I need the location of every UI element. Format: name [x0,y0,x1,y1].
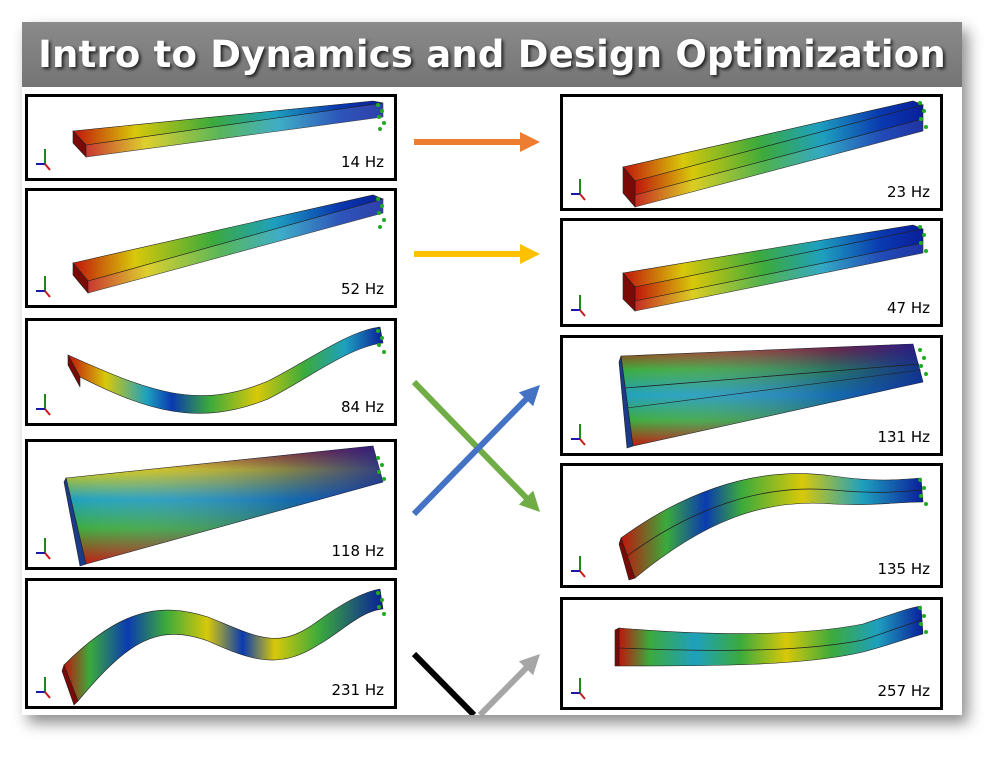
beam-contour-plot [618,473,928,581]
coordinate-triad-icon [36,276,51,298]
coordinate-triad-icon [571,179,586,201]
mode-mapping-arrow [411,385,540,517]
mode-mapping-arrow [411,651,477,715]
mode-panel-left-1: 14 Hz [25,94,397,181]
mode-panel-left-2: 52 Hz [25,188,397,308]
mode-mapping-arrow [411,379,540,512]
fixed-support-icon [376,103,386,131]
mode-panel-left-5: 231 Hz [25,578,397,709]
mode-frequency-label: 135 Hz [877,560,930,578]
coordinate-triad-icon [571,424,586,446]
coordinate-triad-icon [571,556,586,578]
mode-frequency-label: 231 Hz [331,681,384,699]
mode-frequency-label: 52 Hz [340,280,384,298]
beam-contour-plot [63,445,386,567]
coordinate-triad-icon [36,394,51,416]
beam-contour-plot [72,194,386,294]
mode-mapping-arrows [411,132,540,715]
mode-mapping-arrow [414,132,540,152]
beam-contour-plot [622,100,928,208]
mode-panel-right-3: 131 Hz [560,335,943,456]
coordinate-triad-icon [36,538,51,560]
mode-frequency-label: 14 Hz [340,153,384,171]
mode-mapping-arrow [414,244,540,264]
mode-panel-right-4: 135 Hz [560,463,943,588]
mode-frequency-label: 257 Hz [877,682,930,700]
mode-panel-left-3: 84 Hz [25,318,397,426]
mode-frequency-label: 23 Hz [886,183,930,201]
beam-contour-plot [61,588,386,706]
mode-frequency-label: 84 Hz [340,398,384,416]
mode-frequency-label: 47 Hz [886,299,930,317]
title-bar: Intro to Dynamics and Design Optimizatio… [22,22,962,87]
beam-contour-plot [72,100,386,158]
mode-panel-right-5: 257 Hz [560,597,943,710]
coordinate-triad-icon [36,677,51,699]
mode-panel-left-4: 118 Hz [25,439,397,570]
mode-frequency-label: 131 Hz [877,428,930,446]
beam-contour-plot [618,343,928,449]
slide: Intro to Dynamics and Design Optimizatio… [22,22,962,715]
coordinate-triad-icon [36,149,51,171]
mode-panel-right-1: 23 Hz [560,94,943,211]
coordinate-triad-icon [571,295,586,317]
beam-contour-plot [67,326,386,414]
mode-mapping-arrow [477,654,540,715]
mode-frequency-label: 118 Hz [331,542,384,560]
slide-title: Intro to Dynamics and Design Optimizatio… [38,33,946,76]
beam-contour-plot [622,224,928,312]
beam-contour-plot [614,605,928,667]
mode-panel-right-2: 47 Hz [560,218,943,327]
coordinate-triad-icon [571,678,586,700]
